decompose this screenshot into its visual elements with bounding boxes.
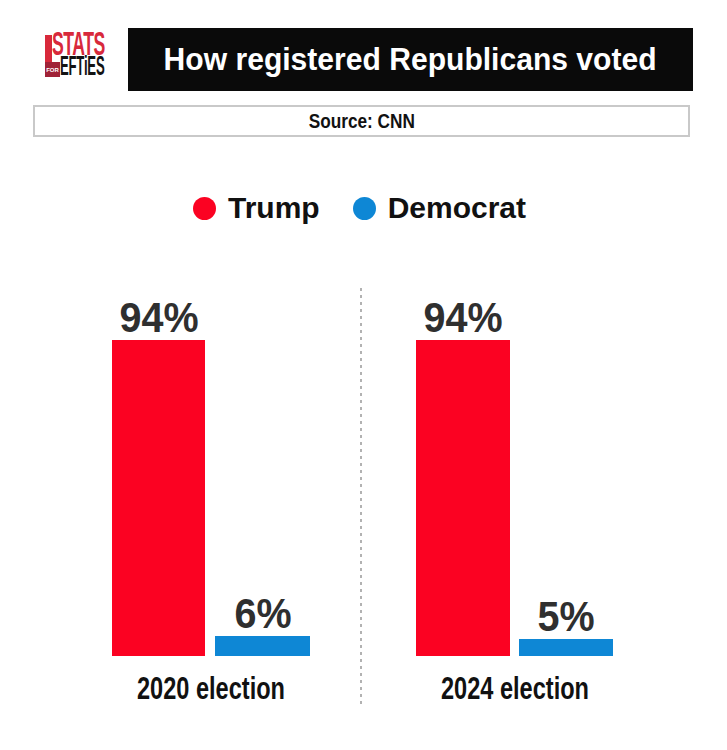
legend-item-trump: Trump <box>193 191 320 225</box>
value-label-trump-2020: 94% <box>119 294 198 342</box>
chart-legend: Trump Democrat <box>0 191 723 225</box>
logo-badge-for: FOR <box>45 62 60 77</box>
bar-trump-2020 <box>112 340 205 656</box>
value-label-trump-2024: 94% <box>423 294 502 342</box>
title-banner: How registered Republicans voted <box>128 28 693 91</box>
page-title: How registered Republicans voted <box>164 42 657 78</box>
bar-democrat-2024 <box>519 639 613 656</box>
source-label: Source: CNN <box>308 109 414 133</box>
democrat-dot-icon <box>353 197 376 220</box>
trump-dot-icon <box>193 197 216 220</box>
source-box: Source: CNN <box>33 105 690 137</box>
category-label-2024: 2024 election <box>441 671 589 707</box>
legend-label-democrat: Democrat <box>388 191 526 225</box>
value-label-democrat-2024: 5% <box>537 593 594 641</box>
bar-trump-2024 <box>416 340 510 656</box>
logo-l-stem <box>45 35 52 63</box>
category-label-2020: 2020 election <box>137 671 285 707</box>
logo-text-efties: EFTiES <box>60 52 104 80</box>
bar-democrat-2020 <box>215 636 310 656</box>
stats-for-lefties-logo: STATS FOR EFTiES <box>45 32 115 82</box>
legend-item-democrat: Democrat <box>353 191 526 225</box>
divider-dashed-line <box>360 288 362 708</box>
value-label-democrat-2020: 6% <box>234 590 291 638</box>
legend-label-trump: Trump <box>228 191 320 225</box>
